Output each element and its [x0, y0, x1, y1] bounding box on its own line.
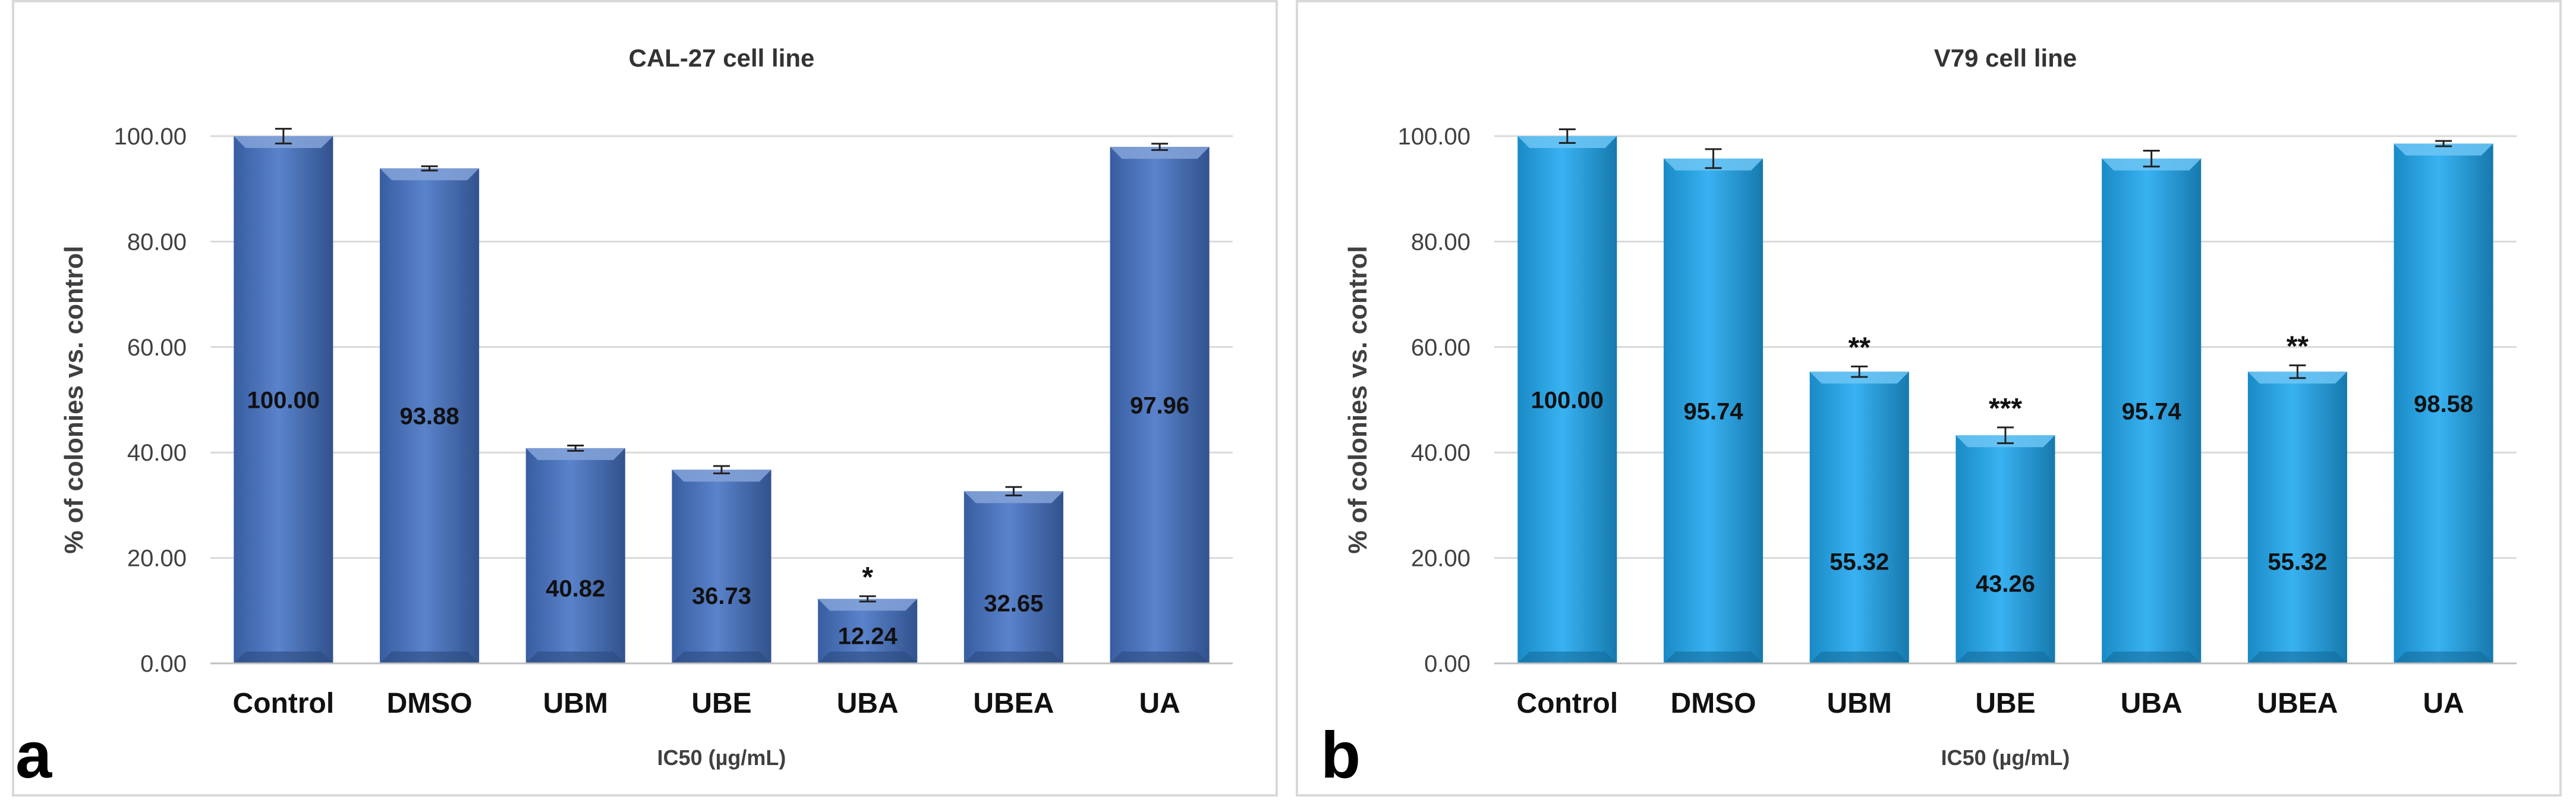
bar-chart-cal27: CAL-27 cell line 0.00 20.00 40.00 60.00 80.00…: [59, 44, 1233, 770]
y-tick-label: 0.00: [1424, 651, 1470, 677]
bar-uba: [2102, 158, 2202, 663]
data-label: 93.88: [400, 404, 459, 430]
y-tick-label: 100.00: [1398, 124, 1470, 150]
x-tick-label: UBE: [691, 688, 751, 719]
chart-panel-b: V79 cell line 0.00 20.00 40.00 60.00 80.00 100…: [1296, 0, 2562, 797]
x-tick-label: UA: [2423, 688, 2464, 719]
bar-bevel-bottom: [1664, 652, 1763, 663]
data-label: 97.96: [1130, 393, 1189, 419]
x-axis-label: IC50 (µg/mL): [1941, 745, 2070, 770]
y-tick-label: 80.00: [1411, 229, 1470, 255]
bar-bevel-bottom: [1955, 652, 2055, 663]
panel-label-a: a: [15, 719, 52, 792]
x-tick-label: UBM: [543, 688, 608, 719]
x-tick-label: UA: [1139, 688, 1180, 719]
data-label: 98.58: [2414, 391, 2473, 417]
data-label: 43.26: [1976, 571, 2035, 597]
y-tick-label: 20.00: [1411, 546, 1470, 572]
bar-ube: [1955, 435, 2055, 663]
bar-bevel-top: [2394, 143, 2493, 156]
bar-bevel-bottom: [1110, 652, 1210, 663]
significance-marker: ***: [1989, 393, 2022, 424]
x-tick-label: UBEA: [2257, 688, 2338, 719]
bar-dmso: [380, 168, 480, 663]
data-label: 36.73: [692, 583, 751, 609]
panel-label-b: b: [1321, 719, 1361, 792]
data-label: 100.00: [247, 388, 320, 414]
x-axis-label: IC50 (µg/mL): [657, 745, 786, 770]
x-tick-label: Control: [1517, 688, 1618, 719]
x-tick-label: DMSO: [1671, 688, 1756, 719]
bar-bevel-top: [963, 491, 1063, 503]
bar-ua: [2394, 143, 2493, 663]
data-label: 32.65: [984, 591, 1043, 617]
bar-dmso: [1664, 158, 1763, 663]
y-tick-label: 80.00: [127, 229, 187, 255]
data-label: 12.24: [838, 624, 898, 650]
x-tick-label: UBEA: [973, 688, 1054, 719]
bar-bevel-top: [1110, 147, 1210, 159]
bar-ubm: [1809, 372, 1909, 663]
y-axis-label: % of colonies vs. control: [59, 246, 89, 553]
bar-bevel-bottom: [963, 652, 1063, 663]
bar-bevel-bottom: [2102, 652, 2202, 663]
bar-ubea: [963, 491, 1063, 663]
bar-bevel-bottom: [380, 652, 480, 663]
bar-control: [234, 136, 333, 663]
y-tick-label: 100.00: [114, 124, 187, 150]
x-tick-label: UBE: [1975, 688, 2035, 719]
x-tick-label: DMSO: [387, 688, 473, 719]
data-label: 40.82: [546, 575, 605, 602]
bar-bevel-bottom: [672, 652, 771, 663]
y-tick-label: 40.00: [127, 440, 187, 466]
bar-bevel-bottom: [1809, 652, 1909, 663]
bar-ua: [1110, 147, 1210, 664]
chart-title: V79 cell line: [1934, 44, 2077, 72]
significance-marker: **: [1848, 332, 1871, 363]
data-label: 55.32: [1829, 549, 1889, 575]
significance-marker: **: [2287, 331, 2309, 363]
bar-bevel-bottom: [525, 652, 625, 663]
data-label: 95.74: [2122, 398, 2182, 424]
y-tick-label: 60.00: [127, 335, 187, 361]
data-label: 55.32: [2268, 549, 2327, 575]
data-label: 100.00: [1531, 388, 1604, 414]
y-tick-label: 20.00: [127, 546, 187, 572]
x-tick-label: UBA: [837, 688, 899, 719]
bar-bevel-bottom: [818, 652, 918, 663]
bar-control: [1517, 136, 1617, 663]
bar-bevel-bottom: [2394, 652, 2493, 663]
bar-bevel-top: [818, 599, 918, 611]
bar-ubea: [2247, 372, 2347, 663]
bar-bevel-top: [672, 470, 771, 482]
y-tick-label: 0.00: [140, 651, 187, 677]
bar-chart-v79: V79 cell line 0.00 20.00 40.00 60.00 80.00 100…: [1343, 44, 2517, 770]
x-tick-label: UBM: [1827, 688, 1892, 719]
bar-bevel-bottom: [1517, 652, 1617, 663]
significance-marker: *: [862, 562, 873, 593]
bar-ubm: [525, 448, 625, 663]
y-axis-label: % of colonies vs. control: [1343, 246, 1372, 553]
bar-bevel-top: [380, 168, 480, 181]
x-tick-label: UBA: [2121, 688, 2183, 719]
chart-panel-a: CAL-27 cell line 0.00 20.00 40.00 60.00 80.00…: [12, 0, 1278, 797]
y-tick-label: 60.00: [1411, 335, 1470, 361]
bar-bevel-top: [525, 448, 625, 460]
y-tick-label: 40.00: [1411, 440, 1470, 466]
bar-ube: [672, 470, 771, 663]
bar-bevel-bottom: [234, 652, 333, 663]
bar-bevel-bottom: [2247, 652, 2347, 663]
data-label: 95.74: [1684, 398, 1744, 424]
chart-title: CAL-27 cell line: [629, 44, 815, 72]
x-tick-label: Control: [233, 688, 335, 719]
